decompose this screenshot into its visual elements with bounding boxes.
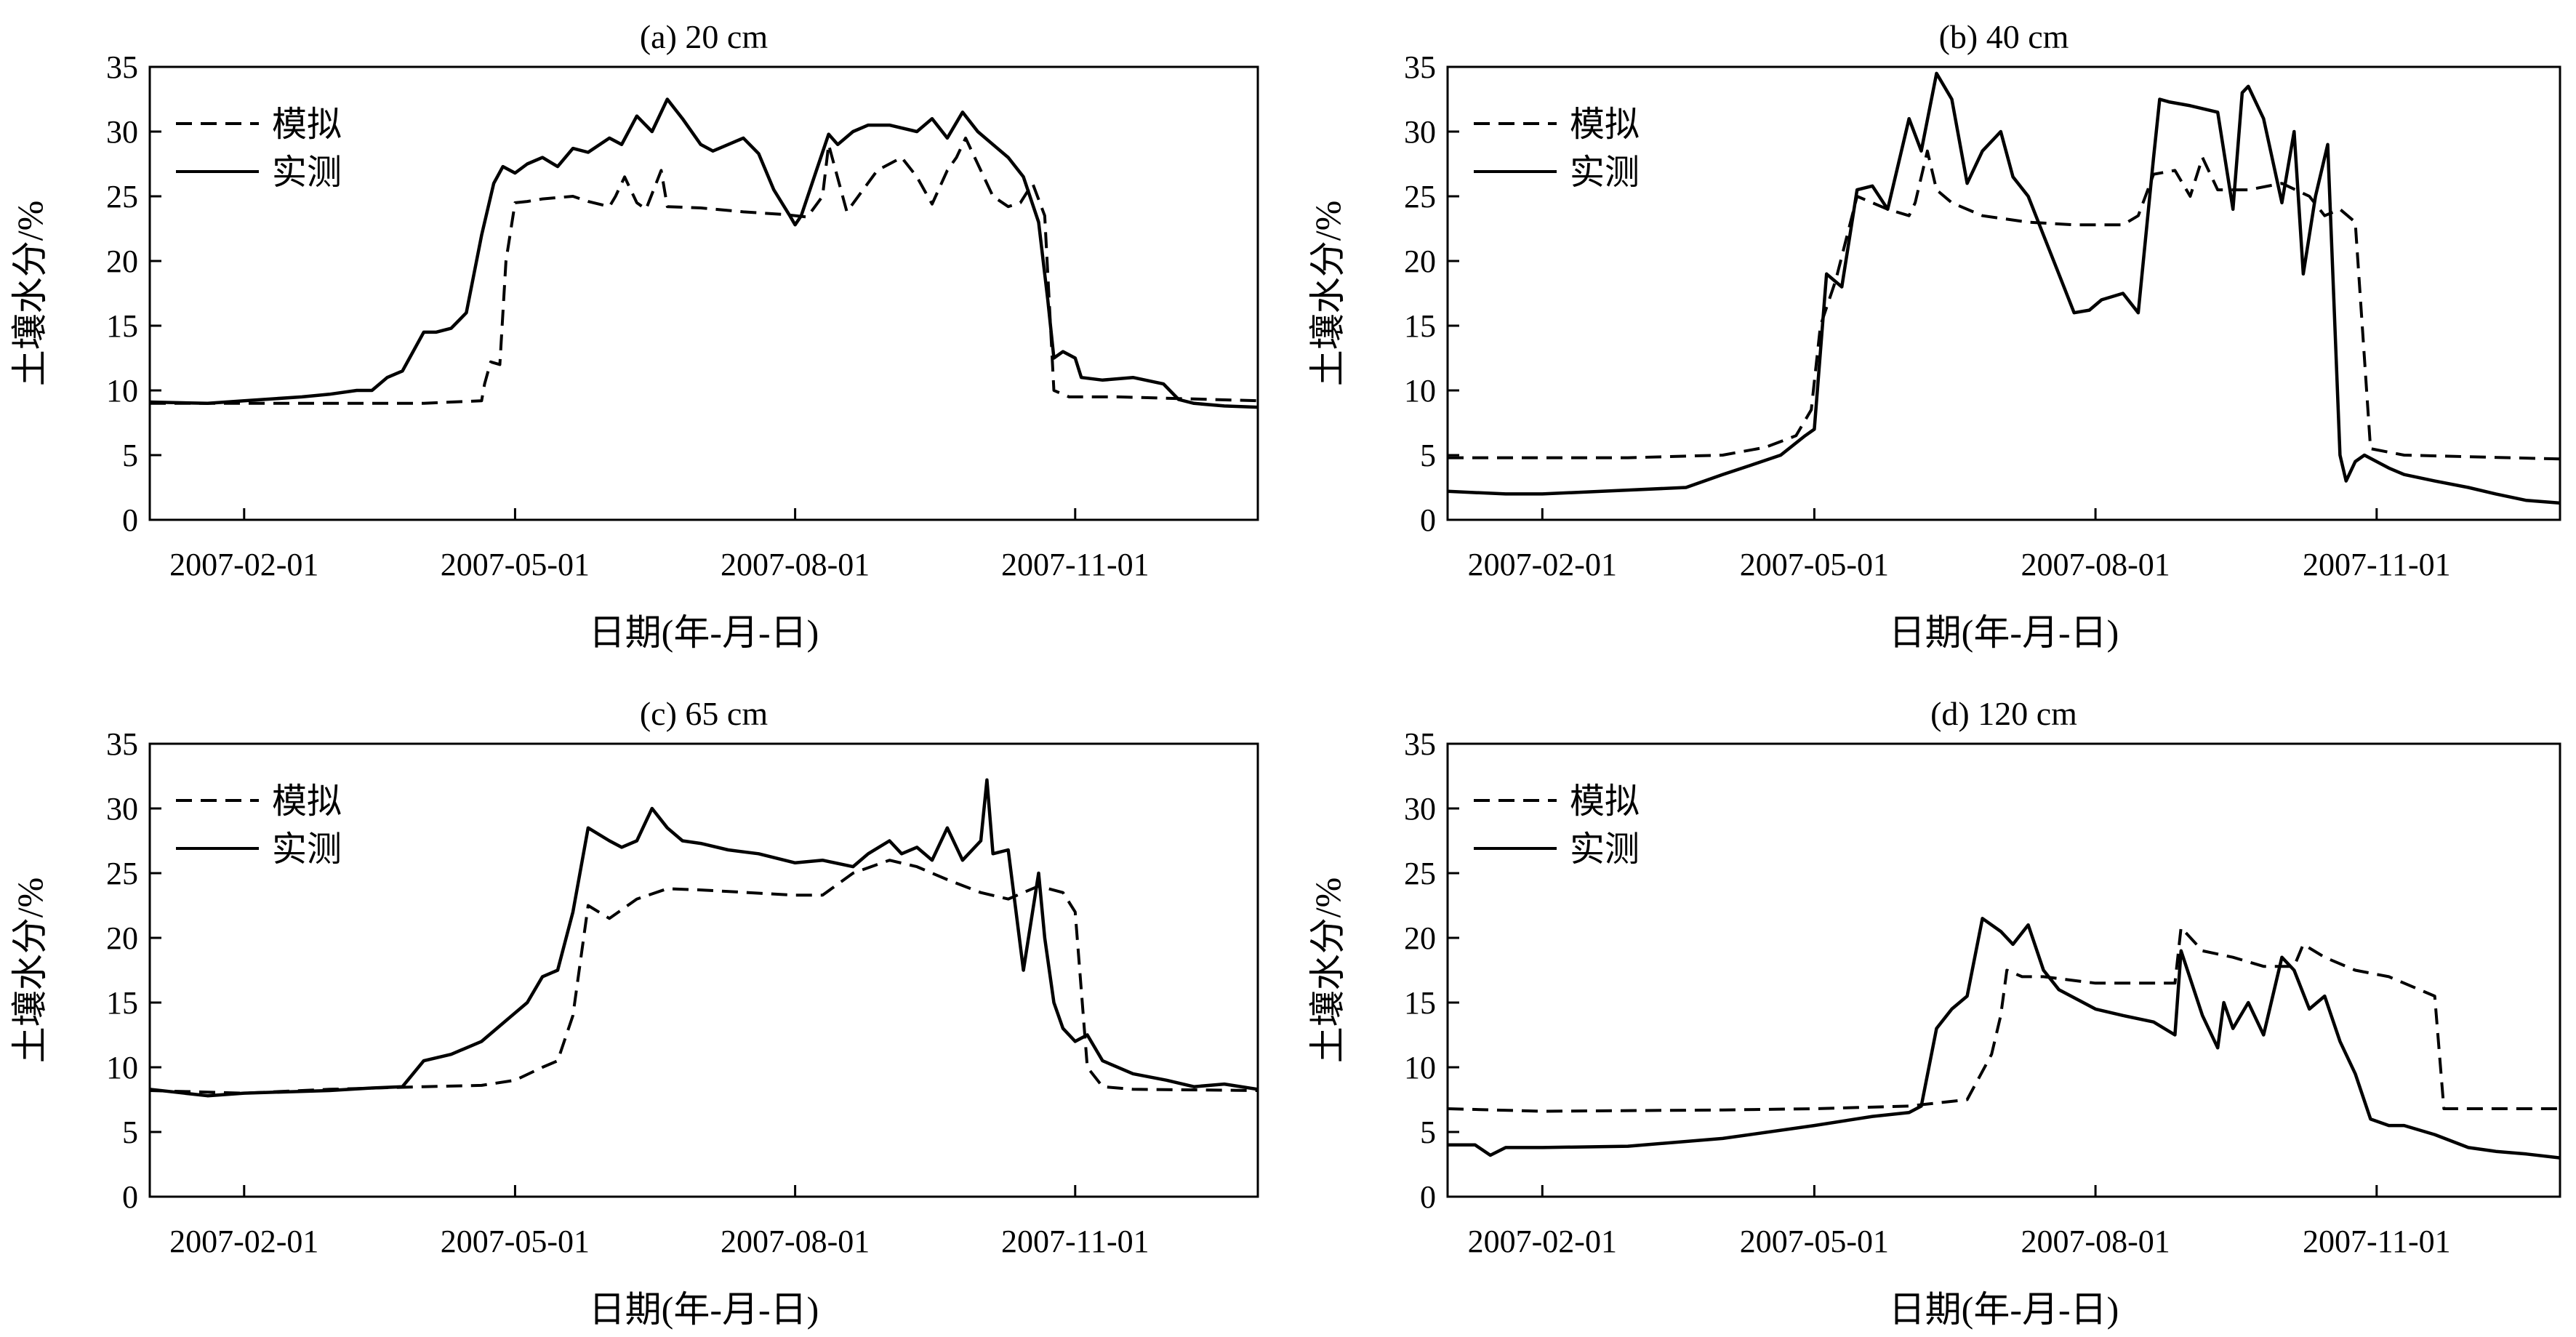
x-tick-label: 2007-02-01 bbox=[1468, 1224, 1617, 1259]
y-tick-label: 5 bbox=[1420, 1115, 1436, 1150]
y-tick-label: 0 bbox=[1420, 502, 1436, 538]
chart-title: (d) 120 cm bbox=[1930, 695, 2077, 732]
chart-panel-b: (b) 40 cm 0 5 10 15 20 25 30 35 2007-02-01 2007-05… bbox=[1307, 18, 2561, 653]
y-axis-label: 土壤水分/% bbox=[9, 201, 50, 387]
plot-frame bbox=[148, 65, 1259, 521]
series-simulated-line bbox=[149, 859, 1259, 1095]
y-tick-label: 10 bbox=[1404, 1050, 1436, 1085]
series-measured-line bbox=[149, 97, 1259, 409]
x-tick-label: 2007-02-01 bbox=[1468, 547, 1617, 582]
x-tick-label: 2007-05-01 bbox=[1740, 1224, 1889, 1259]
legend-label-simulated: 模拟 bbox=[272, 105, 342, 144]
y-tick-label: 20 bbox=[106, 244, 138, 279]
x-tick-label: 2007-11-01 bbox=[2303, 547, 2451, 582]
y-tick-label: 15 bbox=[106, 308, 138, 344]
series-measured-line bbox=[149, 778, 1259, 1098]
x-tick-label: 2007-11-01 bbox=[2303, 1224, 2451, 1259]
y-tick-label: 25 bbox=[1404, 856, 1436, 891]
x-axis-label: 日期(年-月-日) bbox=[589, 1289, 819, 1330]
y-tick-label: 35 bbox=[106, 49, 138, 85]
y-tick-label: 20 bbox=[1404, 244, 1436, 279]
plot-frame bbox=[1446, 65, 2561, 521]
y-tick-label: 15 bbox=[1404, 308, 1436, 344]
chart-panel-a: (a) 20 cm 0 5 10 15 20 25 30 35 2007-02-01 2007-05… bbox=[9, 18, 1259, 653]
y-tick-label: 15 bbox=[1404, 985, 1436, 1021]
y-tick-label: 5 bbox=[1420, 438, 1436, 473]
legend-label-simulated: 模拟 bbox=[272, 782, 342, 821]
x-tick-label: 2007-11-01 bbox=[1001, 1224, 1149, 1259]
y-tick-label: 30 bbox=[1404, 114, 1436, 150]
x-tick-label: 2007-02-01 bbox=[169, 1224, 318, 1259]
legend-label-simulated: 模拟 bbox=[1570, 782, 1640, 821]
legend-label-measured: 实测 bbox=[272, 153, 342, 192]
x-tick-label: 2007-08-01 bbox=[721, 547, 870, 582]
y-tick-label: 30 bbox=[106, 791, 138, 827]
legend-label-measured: 实测 bbox=[272, 830, 342, 869]
x-axis-label: 日期(年-月-日) bbox=[1889, 612, 2119, 653]
y-axis-label: 土壤水分/% bbox=[1307, 201, 1348, 387]
y-tick-label: 5 bbox=[122, 438, 138, 473]
legend-label-measured: 实测 bbox=[1570, 153, 1640, 192]
chart-panel-c: (c) 65 cm 0 5 10 15 20 25 30 35 2007-02-01 2007-05… bbox=[9, 695, 1259, 1330]
y-tick-label: 25 bbox=[1404, 179, 1436, 214]
y-tick-label: 10 bbox=[106, 373, 138, 409]
chart-title: (c) 65 cm bbox=[640, 695, 768, 732]
y-tick-label: 20 bbox=[1404, 920, 1436, 956]
x-tick-label: 2007-02-01 bbox=[169, 547, 318, 582]
legend-label-measured: 实测 bbox=[1570, 830, 1640, 869]
x-axis-label: 日期(年-月-日) bbox=[1889, 1289, 2119, 1330]
chart-panel-d: (d) 120 cm 0 5 10 15 20 25 30 35 2007-02-01 2007-0… bbox=[1307, 695, 2561, 1330]
x-tick-label: 2007-05-01 bbox=[441, 1224, 590, 1259]
y-tick-label: 10 bbox=[106, 1050, 138, 1085]
plot-frame bbox=[148, 742, 1259, 1198]
series-simulated-line bbox=[1448, 149, 2561, 461]
x-tick-label: 2007-08-01 bbox=[721, 1224, 870, 1259]
y-axis-label: 土壤水分/% bbox=[1307, 878, 1348, 1064]
chart-title: (b) 40 cm bbox=[1939, 18, 2069, 55]
series-measured-line bbox=[1447, 71, 2561, 505]
y-tick-label: 30 bbox=[106, 114, 138, 150]
x-tick-label: 2007-08-01 bbox=[2021, 1224, 2170, 1259]
plot-frame bbox=[1446, 742, 2561, 1198]
series-measured-line bbox=[1448, 917, 2561, 1160]
series-simulated-line bbox=[150, 136, 1259, 405]
y-tick-label: 35 bbox=[106, 726, 138, 762]
y-tick-label: 25 bbox=[106, 179, 138, 214]
y-tick-label: 5 bbox=[122, 1115, 138, 1150]
y-tick-label: 35 bbox=[1404, 726, 1436, 762]
y-tick-label: 20 bbox=[106, 920, 138, 956]
x-tick-label: 2007-05-01 bbox=[441, 547, 590, 582]
series-simulated-line bbox=[1447, 926, 2560, 1113]
y-axis-label: 土壤水分/% bbox=[9, 878, 50, 1064]
x-tick-label: 2007-08-01 bbox=[2021, 547, 2170, 582]
y-tick-label: 10 bbox=[1404, 373, 1436, 409]
y-tick-label: 35 bbox=[1404, 49, 1436, 85]
x-axis-label: 日期(年-月-日) bbox=[589, 612, 819, 653]
x-tick-label: 2007-05-01 bbox=[1740, 547, 1889, 582]
y-tick-label: 25 bbox=[106, 856, 138, 891]
y-tick-label: 0 bbox=[122, 502, 138, 538]
y-tick-label: 0 bbox=[1420, 1179, 1436, 1215]
x-tick-label: 2007-11-01 bbox=[1001, 547, 1149, 582]
chart-title: (a) 20 cm bbox=[640, 18, 768, 55]
y-tick-label: 15 bbox=[106, 985, 138, 1021]
y-tick-label: 30 bbox=[1404, 791, 1436, 827]
y-tick-label: 0 bbox=[122, 1179, 138, 1215]
legend-label-simulated: 模拟 bbox=[1570, 105, 1640, 144]
